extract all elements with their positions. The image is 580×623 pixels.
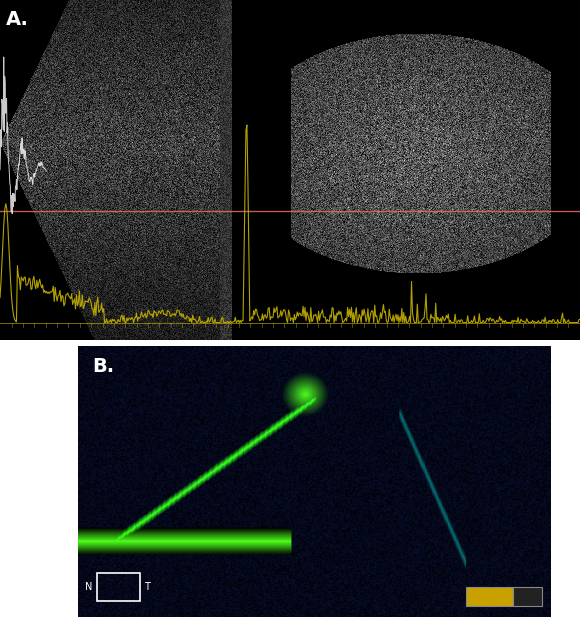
Bar: [466, 587, 513, 606]
Text: T: T: [144, 582, 150, 592]
Text: A.: A.: [6, 10, 28, 29]
Bar: [513, 587, 542, 606]
Bar: [97, 573, 140, 601]
Text: B.: B.: [92, 356, 115, 376]
Text: N: N: [85, 582, 92, 592]
